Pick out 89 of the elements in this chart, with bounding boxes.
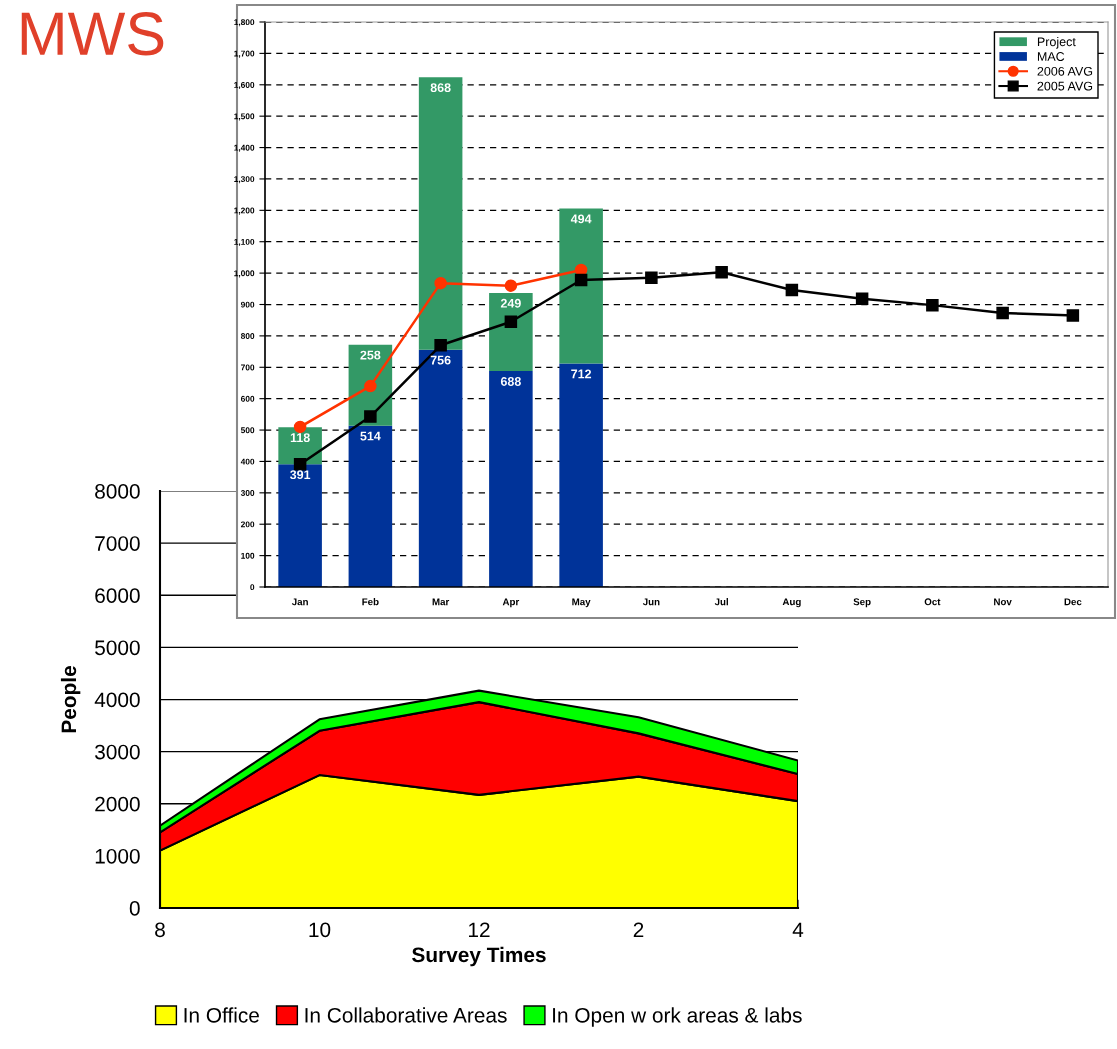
data-label: 868	[430, 83, 451, 93]
y-tick-label: 400	[240, 458, 255, 465]
point	[293, 420, 307, 434]
y-tick-label: 1,400	[234, 144, 255, 152]
point	[504, 279, 518, 292]
x-tick-label: Sep	[853, 598, 871, 608]
x-tick-label: Feb	[362, 598, 379, 606]
y-tick-label: 0	[250, 584, 255, 591]
y-tick-label: 4000	[94, 692, 140, 708]
point	[715, 265, 728, 279]
x-tick-label: Mar	[432, 598, 450, 606]
y-tick-label: 1,100	[234, 238, 255, 247]
point	[293, 458, 307, 471]
bar	[348, 425, 393, 587]
legend-label: MAC	[1037, 52, 1065, 61]
y-tick-label: 5000	[95, 640, 140, 656]
legend-label: In Collaborative Areas	[305, 1007, 507, 1023]
point	[434, 339, 447, 352]
y-tick-label: 300	[240, 490, 255, 496]
y-tick-label: 1,200	[234, 207, 255, 215]
legend-label: 2005 AVG	[1037, 81, 1093, 91]
x-tick-label: May	[572, 598, 591, 608]
y-tick-label: 700	[241, 364, 255, 371]
point	[434, 276, 447, 290]
legend-label: Project	[1037, 37, 1076, 49]
y-tick-label: 100	[241, 552, 255, 559]
point	[645, 271, 658, 285]
x-tick-label: Oct	[924, 598, 941, 606]
y-tick-label: 7000	[95, 536, 140, 551]
legend-label: In Open w ork areas & labs	[553, 1007, 802, 1027]
x-tick-label: Apr	[502, 598, 520, 608]
bar	[559, 208, 603, 364]
bar	[489, 371, 533, 587]
bar	[489, 292, 533, 372]
data-label: 249	[500, 298, 521, 308]
point	[855, 292, 869, 306]
x-tick-label: 8	[155, 922, 165, 938]
legend-label: In Office	[184, 1007, 259, 1023]
y-tick-label: 2000	[95, 796, 140, 812]
y-tick-label: 900	[240, 301, 255, 308]
y-tick-label: 200	[240, 521, 255, 528]
y-tick-label: 1,500	[234, 113, 255, 121]
point	[1066, 309, 1080, 322]
y-tick-label: 3000	[95, 744, 140, 760]
point	[785, 283, 799, 297]
data-label: 756	[430, 355, 451, 365]
y-tick-label: 1,000	[234, 270, 255, 278]
x-tick-label: Jan	[291, 598, 308, 606]
point	[996, 306, 1009, 320]
data-label: 258	[360, 350, 381, 360]
data-label: 494	[570, 214, 592, 224]
y-tick-label: 8000	[95, 484, 140, 499]
x-tick-label: Dec	[1064, 598, 1082, 606]
y-tick-label: 600	[240, 395, 255, 402]
x-axis-title: Survey Times	[412, 946, 546, 967]
x-tick-label: Jul	[714, 598, 728, 606]
x-tick-label: Jun	[642, 598, 660, 606]
y-tick-label: 1,800	[234, 19, 255, 27]
point	[364, 379, 377, 393]
data-label: 118	[290, 433, 310, 443]
data-label: 391	[289, 470, 311, 480]
point	[504, 315, 518, 329]
data-label: 514	[360, 431, 381, 441]
x-tick-label: 10	[309, 922, 331, 938]
point	[364, 410, 377, 423]
point	[926, 298, 939, 312]
point	[574, 273, 588, 287]
x-tick-label: 12	[469, 922, 490, 937]
y-tick-label: 1,300	[234, 176, 255, 184]
y-tick-label: 1,600	[234, 81, 255, 90]
chart-title: MWS	[21, 12, 164, 56]
x-tick-label: 2	[633, 922, 644, 937]
data-label: 712	[571, 369, 592, 379]
y-tick-label: 800	[240, 333, 255, 339]
data-label: 688	[500, 377, 521, 386]
y-tick-label: 1,700	[234, 50, 255, 58]
x-tick-label: 4	[792, 922, 804, 937]
y-axis-title: People	[60, 666, 81, 733]
y-tick-label: 0	[129, 901, 140, 916]
x-tick-label: Nov	[994, 598, 1012, 606]
y-tick-label: 6000	[95, 588, 140, 603]
bar	[418, 349, 463, 587]
legend-label: 2006 AVG	[1037, 66, 1093, 76]
bar	[559, 363, 603, 587]
x-tick-label: Aug	[782, 598, 801, 608]
bar	[418, 77, 463, 350]
y-tick-label: 1000	[95, 848, 140, 864]
bar	[278, 464, 322, 587]
y-tick-label: 500	[240, 427, 255, 434]
